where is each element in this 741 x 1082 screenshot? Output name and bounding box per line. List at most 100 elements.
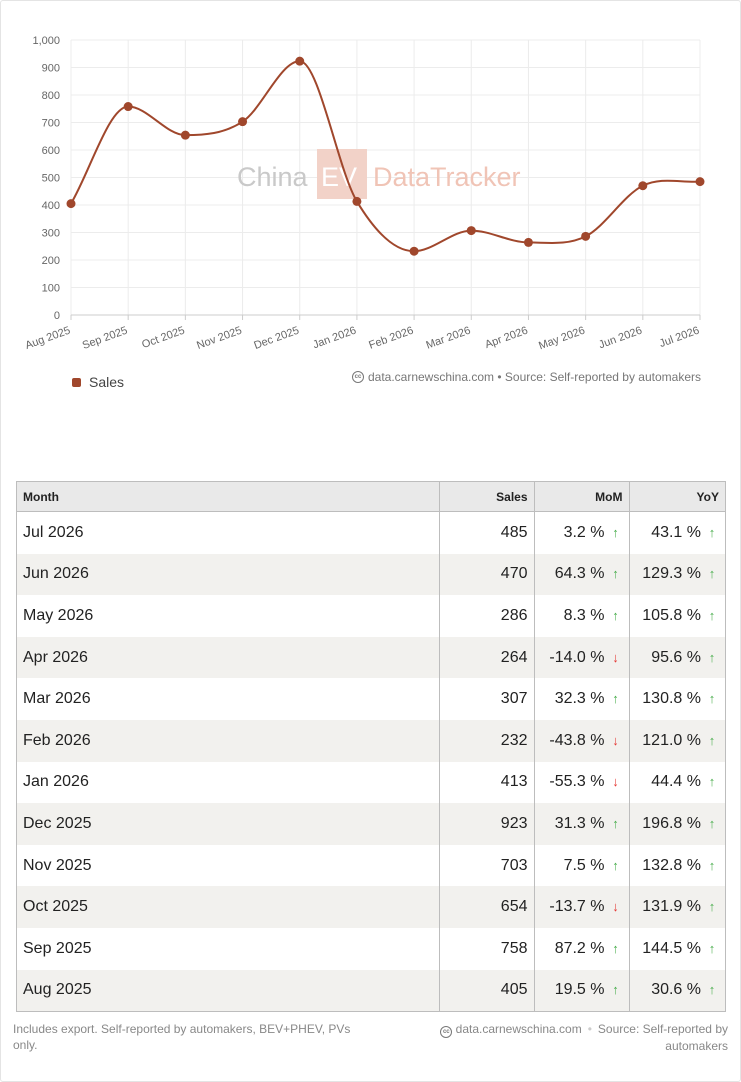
x-tick-label: May 2026 [537, 325, 587, 353]
arrow-up-icon: ↑ [708, 566, 716, 582]
cell-month-value: Dec 2025 [23, 814, 92, 832]
data-point-sales[interactable] [523, 237, 533, 247]
cell-mom: 87.2 % ↑ [533, 927, 629, 970]
cell-sales-value: 654 [500, 898, 528, 916]
x-tick-label: Mar 2026 [425, 325, 473, 352]
cell-sales: 413 [438, 761, 534, 804]
cell-sales: 405 [438, 969, 534, 1012]
table-row: Dec 2025 923 31.3 % ↑ 196.8 % ↑ [17, 803, 725, 845]
header-yoy[interactable]: YoY [628, 482, 725, 512]
data-point-sales[interactable] [66, 199, 76, 209]
cell-month: Sep 2025 [17, 928, 439, 970]
chart-legend[interactable]: Sales [72, 374, 124, 390]
data-point-sales[interactable] [123, 102, 133, 112]
data-point-sales[interactable] [238, 117, 248, 127]
table-row: Sep 2025 758 87.2 % ↑ 144.5 % ↑ [17, 927, 725, 970]
cell-mom-value: 31.3 % [554, 814, 605, 832]
data-point-sales[interactable] [466, 226, 476, 236]
footer-source: cc data.carnewschina.com • Source: Self-re… [428, 1021, 728, 1054]
y-tick-label: 400 [42, 200, 60, 212]
cc-icon: cc [440, 1026, 453, 1038]
cell-yoy-value: 95.6 % [651, 648, 701, 666]
cell-sales-value: 286 [500, 606, 528, 624]
cell-mom-value: 3.2 % [563, 523, 605, 541]
cell-month-value: Jun 2026 [23, 565, 89, 583]
cell-yoy-value: 129.3 % [642, 565, 701, 583]
data-point-sales[interactable] [695, 177, 705, 187]
cell-sales-value: 923 [500, 814, 528, 832]
cell-yoy: 196.8 % ↑ [628, 803, 725, 845]
header-month[interactable]: Month [17, 482, 439, 512]
y-tick-label: 800 [42, 90, 60, 102]
y-tick-label: 200 [42, 255, 60, 267]
header-mom[interactable]: MoM [533, 482, 629, 512]
x-tick-label: Nov 2025 [195, 325, 243, 352]
cell-yoy-value: 131.9 % [642, 898, 701, 916]
arrow-up-icon: ↑ [708, 732, 716, 748]
table-row: Jun 2026 470 64.3 % ↑ 129.3 % ↑ [17, 553, 725, 596]
cell-month: Aug 2025 [17, 969, 439, 1012]
cell-mom: 64.3 % ↑ [533, 553, 629, 596]
cell-yoy-value: 130.8 % [642, 690, 701, 708]
cell-month-value: Mar 2026 [23, 690, 91, 708]
x-tick-label: Jan 2026 [311, 325, 358, 352]
cell-mom-value: 7.5 % [563, 856, 605, 874]
cell-sales: 286 [438, 595, 534, 637]
data-point-sales[interactable] [638, 181, 648, 191]
chart-credit[interactable]: cc data.carnewschina.com • Source: Self-… [351, 370, 701, 384]
cell-mom-value: 64.3 % [554, 565, 605, 583]
cell-yoy: 121.0 % ↑ [628, 719, 725, 762]
y-tick-label: 0 [54, 310, 60, 322]
cell-mom: -14.0 % ↓ [533, 636, 629, 679]
cell-yoy: 129.3 % ↑ [628, 553, 725, 596]
table-row: Nov 2025 703 7.5 % ↑ 132.8 % ↑ [17, 844, 725, 887]
cell-month-value: May 2026 [23, 606, 94, 624]
data-point-sales[interactable] [295, 56, 305, 66]
y-tick-label: 300 [42, 228, 60, 240]
cell-mom: -13.7 % ↓ [533, 886, 629, 928]
data-point-sales[interactable] [352, 196, 362, 206]
table-row: May 2026 286 8.3 % ↑ 105.8 % ↑ [17, 595, 725, 637]
cell-yoy: 30.6 % ↑ [628, 969, 725, 1012]
sales-table: Month Sales MoM YoY Jul 2026 485 3.2 % ↑ 43.… [16, 481, 726, 1013]
cc-icon: cc [351, 371, 364, 383]
data-point-sales[interactable] [180, 130, 190, 140]
cell-yoy-value: 30.6 % [651, 981, 701, 999]
cell-month-value: Apr 2026 [23, 648, 88, 666]
cell-month-value: Sep 2025 [23, 939, 92, 957]
legend-label-sales: Sales [89, 374, 125, 390]
arrow-up-icon: ↑ [708, 982, 716, 998]
footer-site[interactable]: data.carnewschina.com [455, 1022, 582, 1036]
table-row: Jul 2026 485 3.2 % ↑ 43.1 % ↑ [17, 511, 725, 554]
x-tick-label: Dec 2025 [252, 325, 300, 352]
table-row: Apr 2026 264 -14.0 % ↓ 95.6 % ↑ [17, 636, 725, 679]
cell-yoy: 131.9 % ↑ [628, 886, 725, 928]
cell-month-value: Aug 2025 [23, 981, 92, 999]
cell-sales-value: 405 [500, 981, 528, 999]
x-tick-label: Aug 2025 [24, 325, 72, 352]
cell-sales-value: 470 [500, 565, 528, 583]
arrow-up-icon: ↑ [612, 691, 619, 707]
arrow-up-icon: ↑ [612, 566, 619, 582]
arrow-up-icon: ↑ [612, 815, 619, 831]
cell-month-value: Jul 2026 [23, 523, 84, 541]
header-sales[interactable]: Sales [438, 482, 534, 512]
data-point-sales[interactable] [409, 246, 419, 256]
cell-sales: 485 [438, 511, 534, 554]
cell-sales-value: 413 [500, 773, 528, 791]
cell-sales: 470 [438, 553, 534, 596]
cell-month-value: Oct 2025 [23, 898, 88, 916]
cell-mom-value: -43.8 % [549, 731, 605, 749]
sales-line-chart: China EV DataTracker 0 100 200 300 400 500 600… [24, 35, 705, 353]
x-tick-label: Feb 2026 [367, 325, 415, 352]
cell-month: May 2026 [17, 595, 439, 637]
arrow-up-icon: ↑ [612, 607, 619, 623]
chart-grid [70, 39, 701, 316]
cell-month: Nov 2025 [17, 845, 439, 887]
cell-month: Feb 2026 [17, 719, 439, 762]
cell-sales: 264 [438, 636, 534, 679]
cell-sales-value: 485 [500, 523, 528, 541]
cell-month: Oct 2025 [17, 886, 439, 928]
data-point-sales[interactable] [581, 231, 591, 241]
table-header-row: Month Sales MoM YoY [17, 482, 725, 512]
